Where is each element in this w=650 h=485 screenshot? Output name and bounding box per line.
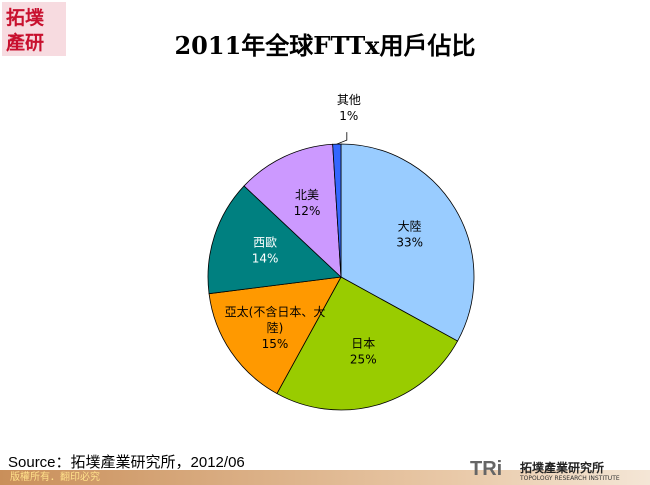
slice-label: 亞太(不含日本、大 bbox=[225, 304, 326, 319]
slice-pct-label: 1% bbox=[339, 109, 358, 123]
slice-label: 大陸 bbox=[398, 219, 422, 233]
pie-slice-0 bbox=[340, 143, 475, 342]
logo: 拓墣 產研 bbox=[2, 2, 66, 56]
source-note: Source：拓墣產業研究所，2012/06 bbox=[8, 454, 245, 471]
leader-line bbox=[336, 132, 348, 145]
slice-label: 日本 bbox=[351, 337, 375, 351]
pie-slice-4 bbox=[243, 143, 342, 278]
chart-title: 2011年全球FTTx用戶佔比 bbox=[174, 31, 476, 60]
slice-label: 其他 bbox=[337, 93, 361, 107]
pie-chart: 大陸 33% 日本 25% 亞太(不含日本、大陸) 15% 西歐 14% 北美 12% 其他 1% bbox=[207, 93, 475, 411]
pie-slice-2 bbox=[208, 276, 342, 395]
footer-bar bbox=[0, 470, 650, 485]
brand-logo-mark: TRi bbox=[470, 458, 503, 480]
brand-name-cn: 拓墣產業研究所 bbox=[520, 461, 605, 475]
slice-pct-label: 14% bbox=[252, 251, 279, 265]
brand-name-en: TOPOLOGY RESEARCH INSTITUTE bbox=[520, 475, 620, 482]
slice-label: 陸) bbox=[267, 321, 284, 335]
slice-pct-label: 15% bbox=[262, 337, 289, 351]
pie-slice-3 bbox=[207, 185, 342, 295]
copyright: 版權所有．翻印必究 bbox=[10, 472, 100, 483]
pie-slice-1 bbox=[276, 276, 459, 411]
slice-pct-label: 33% bbox=[396, 235, 423, 249]
slice-pct-label: 25% bbox=[350, 353, 377, 367]
svg-text:拓墣: 拓墣 bbox=[6, 6, 44, 29]
svg-text:產研: 產研 bbox=[6, 31, 44, 54]
slice-label: 北美 bbox=[295, 188, 319, 202]
slice-label: 西歐 bbox=[253, 234, 277, 249]
slice-pct-label: 12% bbox=[294, 204, 321, 218]
